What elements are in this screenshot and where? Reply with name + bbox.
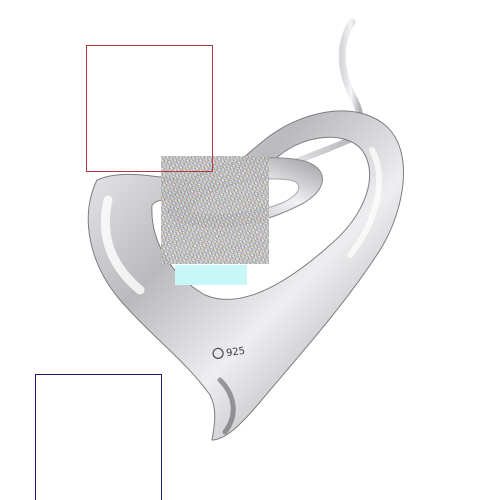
cyan-strip bbox=[175, 265, 247, 285]
stamp-text: 925 bbox=[225, 346, 245, 360]
heart-shadow-tip bbox=[217, 377, 236, 435]
heart-highlight bbox=[100, 195, 145, 295]
noise-patch bbox=[161, 156, 269, 264]
hallmark-stamp: 925 bbox=[212, 346, 246, 360]
navy-outline-box bbox=[35, 374, 162, 500]
heart-highlight-right bbox=[347, 147, 382, 258]
red-outline-box bbox=[86, 45, 213, 172]
